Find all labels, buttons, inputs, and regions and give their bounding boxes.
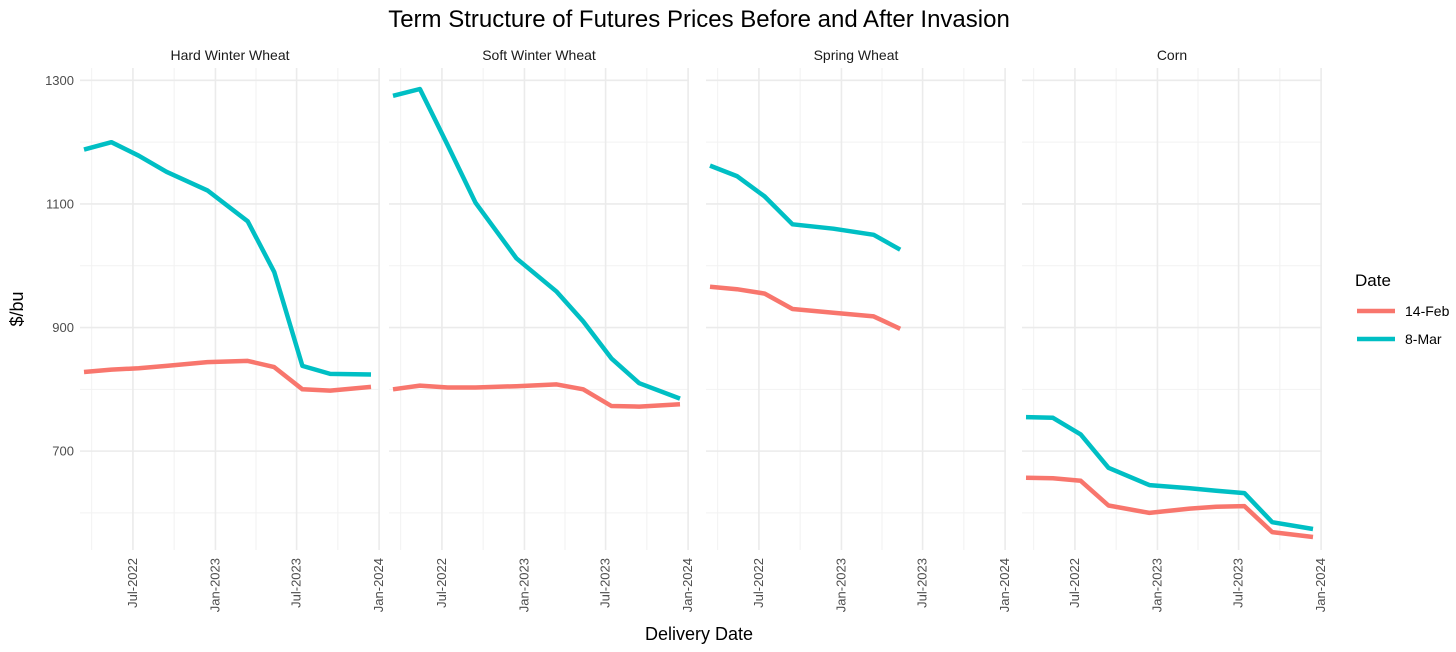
y-axis-title: $/bu: [7, 291, 27, 326]
x-tick-label: Jan-2024: [997, 558, 1012, 612]
y-tick-label: 1300: [45, 73, 74, 88]
chart-title: Term Structure of Futures Prices Before …: [388, 6, 1010, 33]
series-line-soft-winter-wheat-8-mar: [392, 86, 681, 401]
x-tick-label: Jul-2022: [1067, 558, 1082, 608]
x-tick-label: Jul-2023: [915, 558, 930, 608]
x-tick-label: Jan-2023: [1149, 558, 1164, 612]
legend: Date 14-Feb 8-Mar: [1355, 271, 1450, 347]
series-line-corn-14-feb: [1025, 475, 1314, 540]
facet-panel-spring-wheat: Spring Wheat Jul-2022 Jan-2023 Jul-2023 Jan-…: [706, 47, 1012, 612]
facet-strip-label: Corn: [1157, 47, 1187, 63]
facet-panel-hard-winter-wheat: Hard Winter Wheat Jul-2022 Jan-2023 Jul-202…: [80, 47, 386, 612]
facet-panel-corn: Corn Jul-2022 Jan-2023 Jul-2023 Jan-2024: [1022, 47, 1328, 612]
y-tick-label: 1100: [46, 196, 74, 211]
facet-strip-label: Soft Winter Wheat: [482, 47, 596, 63]
series-line-soft-winter-wheat-14-feb: [392, 382, 681, 409]
x-axis-title: Delivery Date: [645, 624, 753, 644]
y-tick-label: 700: [52, 444, 74, 459]
legend-label-14-feb: 14-Feb: [1405, 303, 1450, 319]
facet-strip-label: Hard Winter Wheat: [170, 47, 289, 63]
facet-panels: Hard Winter Wheat Jul-2022 Jan-2023 Jul-202…: [80, 47, 1328, 612]
x-tick-label: Jan-2024: [371, 558, 386, 612]
series-line-corn-8-mar: [1025, 414, 1314, 532]
series-line-hard-winter-wheat-14-feb: [83, 358, 372, 393]
x-tick-label: Jul-2022: [125, 558, 140, 608]
series-line-spring-wheat-8-mar: [709, 163, 902, 252]
x-tick-label: Jan-2023: [833, 558, 848, 612]
x-tick-label: Jul-2023: [289, 558, 304, 608]
x-tick-label: Jan-2023: [207, 558, 222, 612]
series-line-spring-wheat-14-feb: [709, 284, 902, 331]
x-tick-label: Jan-2024: [1313, 558, 1328, 612]
x-tick-label: Jan-2023: [516, 558, 531, 612]
x-tick-label: Jul-2023: [598, 558, 613, 608]
legend-label-8-mar: 8-Mar: [1405, 331, 1442, 347]
facet-strip-label: Spring Wheat: [814, 47, 899, 63]
y-tick-label: 900: [52, 320, 74, 335]
x-tick-label: Jan-2024: [680, 558, 695, 612]
legend-title: Date: [1355, 271, 1391, 290]
y-axis: 700 900 1100 1300: [45, 73, 74, 459]
x-tick-label: Jul-2023: [1231, 558, 1246, 608]
series-line-hard-winter-wheat-8-mar: [83, 139, 372, 377]
x-tick-label: Jul-2022: [434, 558, 449, 608]
x-tick-label: Jul-2022: [751, 558, 766, 608]
facet-panel-soft-winter-wheat: Soft Winter Wheat Jul-2022 Jan-2023 Jul-202…: [389, 47, 695, 612]
